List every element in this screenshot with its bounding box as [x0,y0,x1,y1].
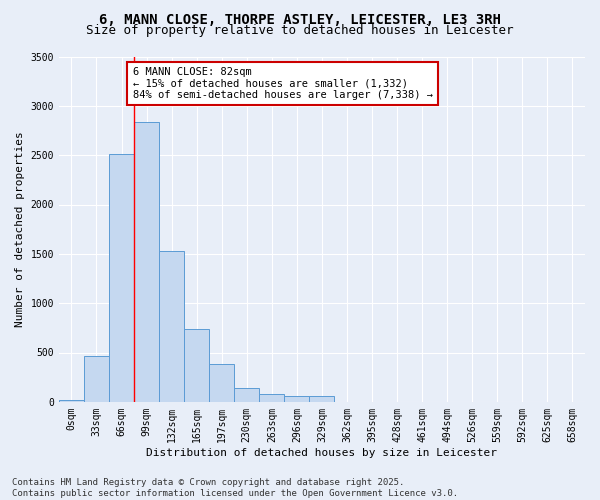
Bar [109,154,134,402]
Text: Contains HM Land Registry data © Crown copyright and database right 2025.
Contai: Contains HM Land Registry data © Crown c… [12,478,458,498]
Text: Size of property relative to detached houses in Leicester: Size of property relative to detached ho… [86,24,514,37]
Bar [284,396,310,402]
Bar [209,364,234,402]
Bar [184,329,209,402]
Bar [310,396,334,402]
Text: 6 MANN CLOSE: 82sqm
← 15% of detached houses are smaller (1,332)
84% of semi-det: 6 MANN CLOSE: 82sqm ← 15% of detached ho… [133,67,433,100]
Bar [84,356,109,402]
X-axis label: Distribution of detached houses by size in Leicester: Distribution of detached houses by size … [146,448,497,458]
Bar [259,394,284,402]
Text: 6, MANN CLOSE, THORPE ASTLEY, LEICESTER, LE3 3RH: 6, MANN CLOSE, THORPE ASTLEY, LEICESTER,… [99,12,501,26]
Y-axis label: Number of detached properties: Number of detached properties [15,132,25,327]
Bar [59,400,84,402]
Bar [159,251,184,402]
Bar [234,388,259,402]
Bar [134,122,159,402]
